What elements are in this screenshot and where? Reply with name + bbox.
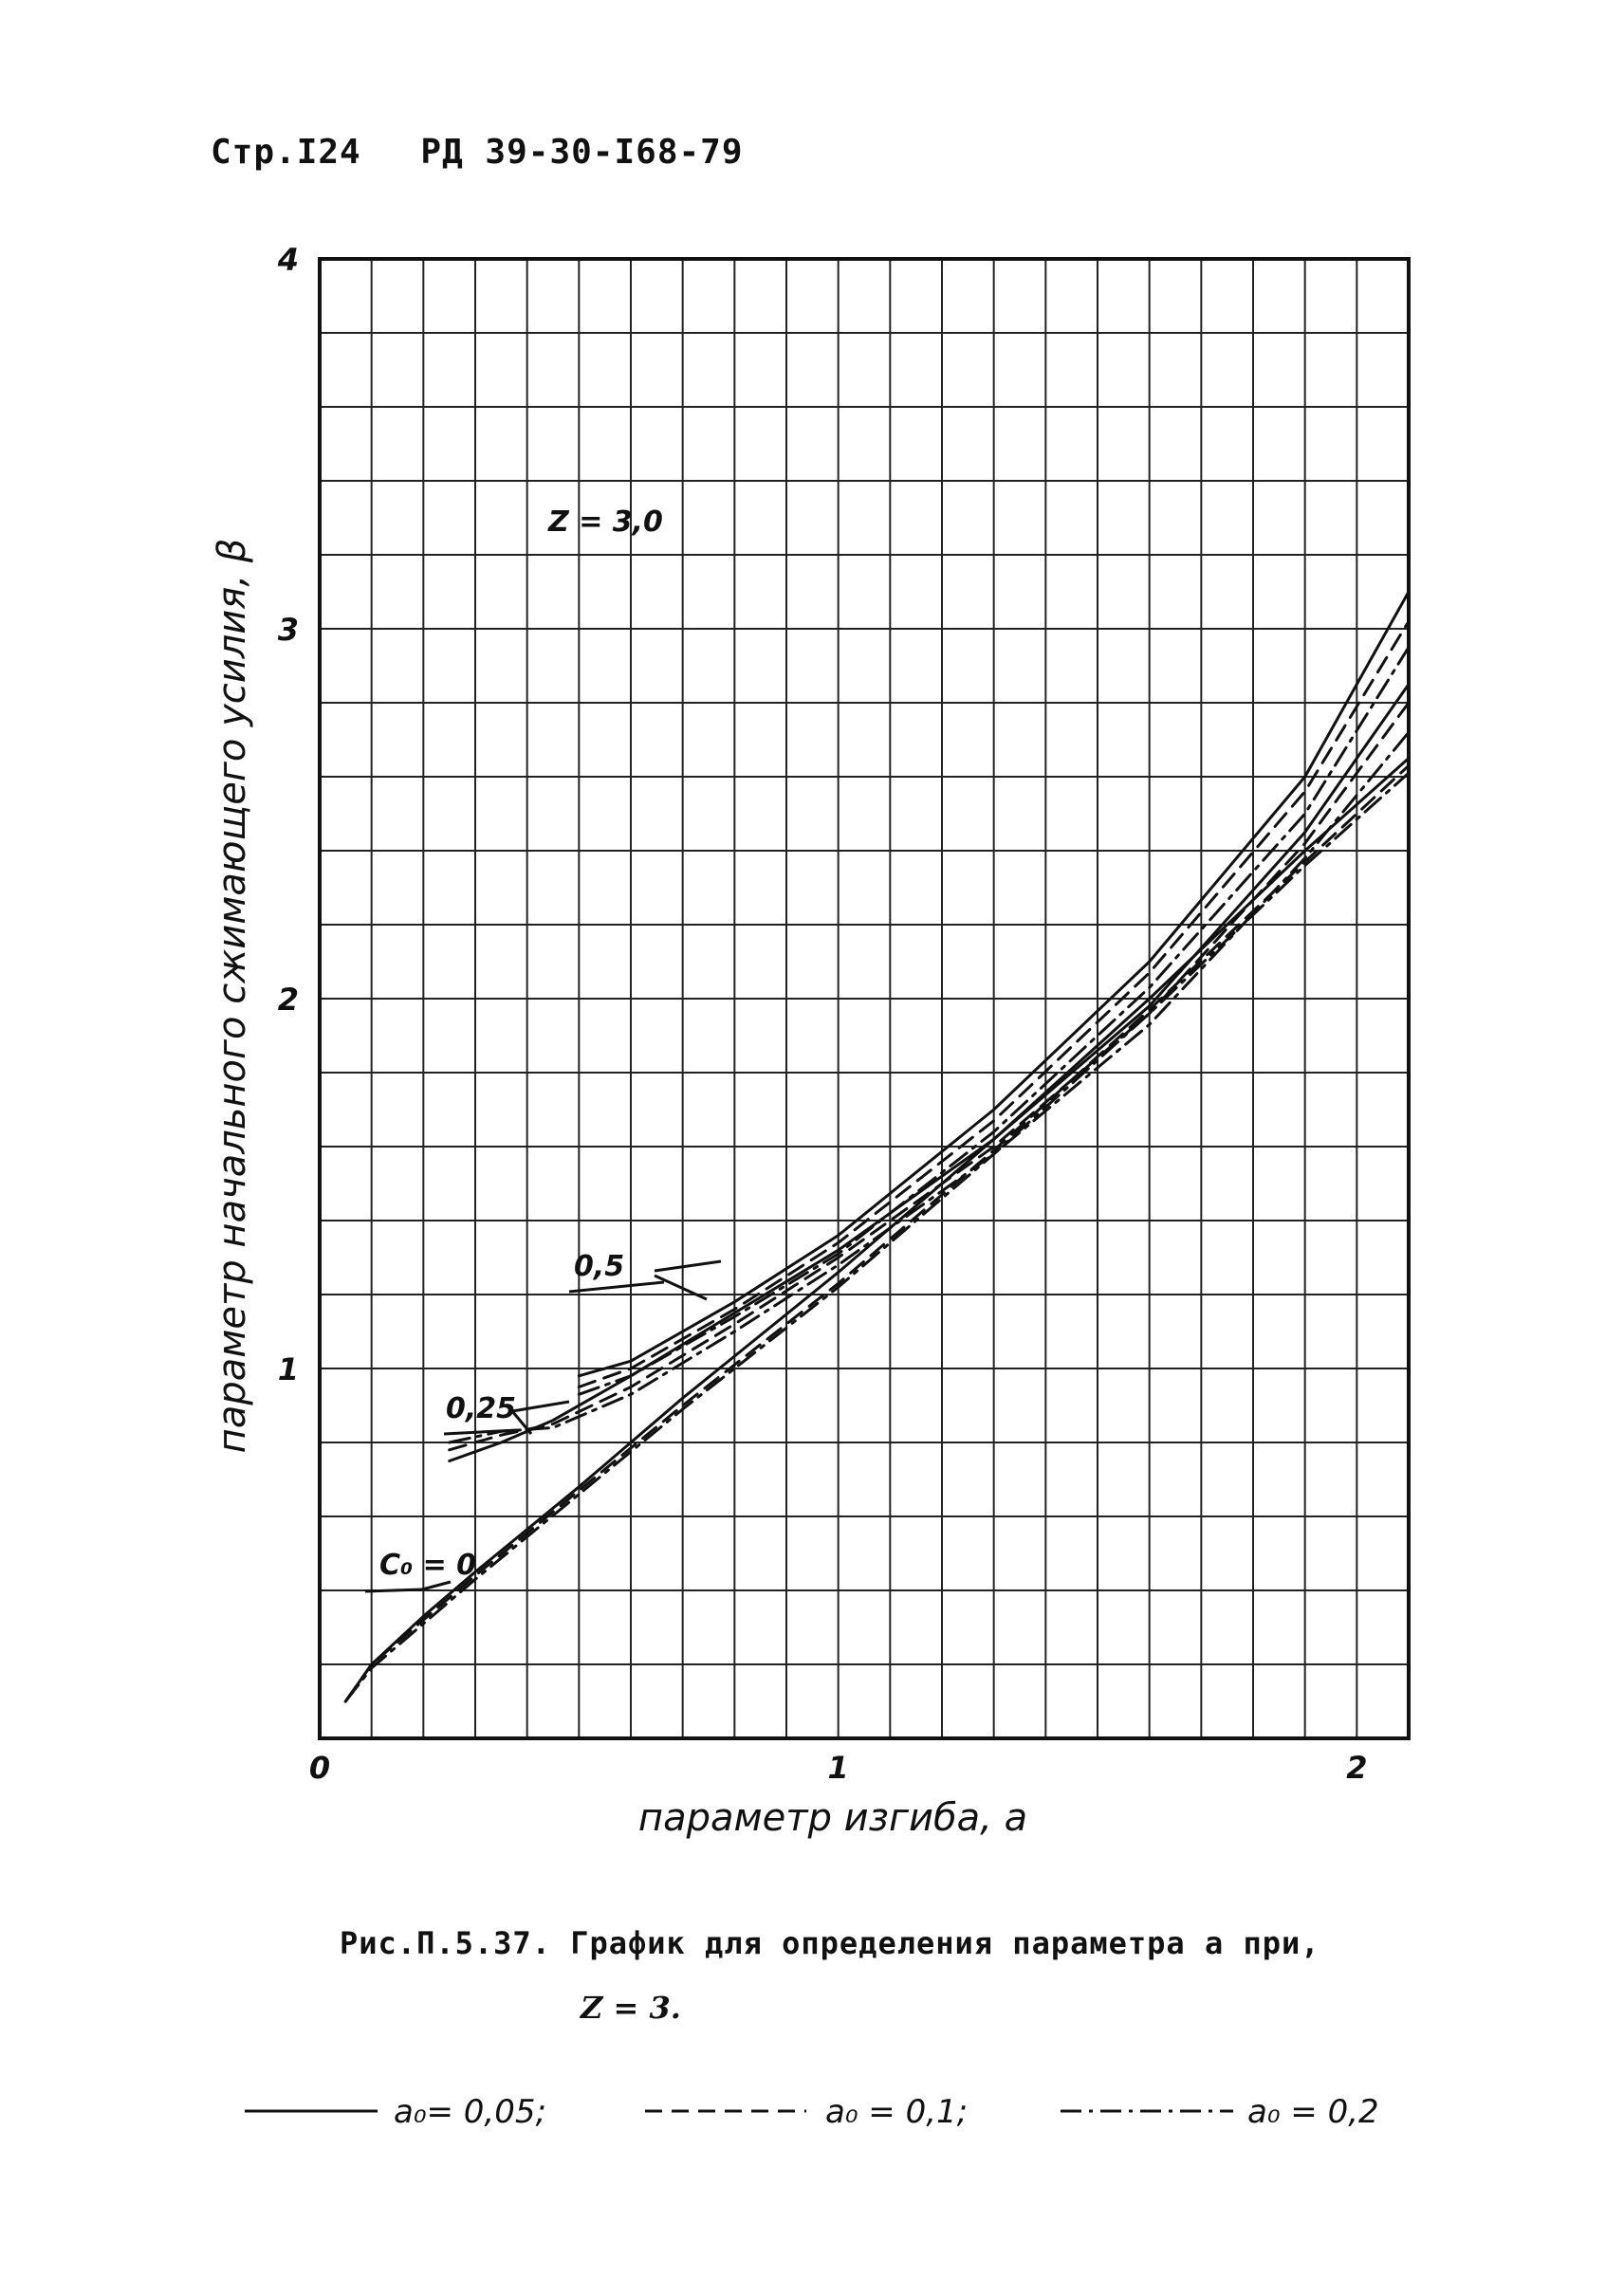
page-header: Стр.I24 РД 39-30-I68-79 — [211, 133, 782, 172]
document-code: РД 39-30-I68-79 — [420, 133, 744, 172]
series-line-solid — [577, 590, 1411, 1378]
page-number: Стр.I24 — [211, 133, 361, 172]
legend-label: a₀= 0,05; — [394, 2093, 546, 2131]
figure-caption: Рис.П.5.37. График для определения парам… — [340, 1925, 1320, 1961]
legend: a₀= 0,05; a₀ = 0,1; a₀ = 0,2 — [245, 2093, 1379, 2131]
x-tick-label: 1 — [828, 1750, 849, 1786]
annotation-c0-leaders — [364, 1580, 452, 1593]
y-tick-label: 4 — [277, 242, 299, 278]
annotation-c025: 0,25 — [446, 1392, 516, 1425]
tick-labels: 0 1 2 1 2 3 4 — [277, 242, 1368, 1786]
series-line-dashed — [448, 701, 1411, 1452]
annotation-c025-leaders — [443, 1400, 570, 1436]
series-line-dashdot — [343, 771, 1411, 1703]
y-tick-label: 3 — [278, 612, 299, 648]
series-line-dashed — [343, 763, 1411, 1703]
y-axis-title: параметр начального сжимающего усилия, β — [211, 539, 254, 1454]
legend-label: a₀ = 0,1; — [825, 2093, 968, 2131]
x-tick-label: 0 — [309, 1750, 330, 1786]
y-tick-label: 1 — [278, 1351, 299, 1387]
annotation-z: Z = 3,0 — [547, 505, 663, 539]
plot-frame — [318, 257, 1411, 1740]
x-axis-title: параметр изгиба, a — [638, 1796, 1027, 1840]
annotation-c0: C₀ = 0 — [379, 1549, 476, 1582]
series-line-solid — [448, 683, 1411, 1462]
y-tick-label: 2 — [278, 982, 299, 1018]
figure-caption-line2: Z = 3. — [581, 1990, 681, 2026]
legend-label: a₀ = 0,2 — [1247, 2093, 1379, 2131]
series-line-dashed — [577, 619, 1411, 1388]
annotation-c05-leaders — [568, 1259, 722, 1301]
grid — [320, 259, 1409, 1738]
x-tick-label: 2 — [1346, 1750, 1367, 1786]
annotation-c05: 0,5 — [574, 1250, 624, 1283]
